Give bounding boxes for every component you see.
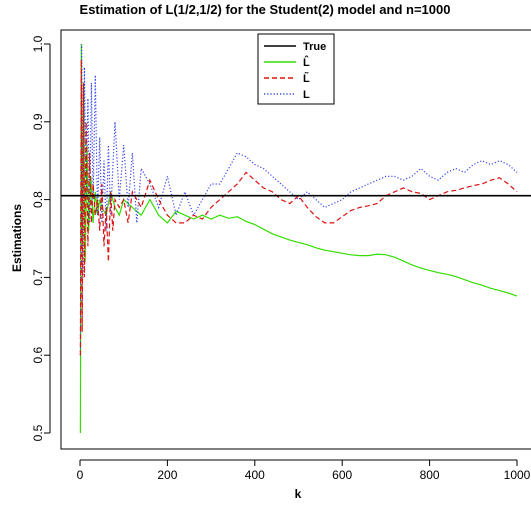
x-tick-label: 400 [245,468,265,482]
x-tick-label: 0 [77,468,84,482]
legend-label: True [303,41,326,53]
legend-label: L̃ [303,72,310,85]
y-tick-label: 0.6 [31,347,45,364]
y-tick-label: 0.7 [31,269,45,286]
x-tick-label: 800 [420,468,440,482]
chart-title: Estimation of L(1/2,1/2) for the Student… [80,2,451,17]
y-tick-label: 1.0 [31,35,45,52]
x-tick-label: 200 [157,468,177,482]
x-tick-label: 1000 [504,468,531,482]
plot-frame [60,29,531,450]
axis-ticks: 0 200 400 600 800 1000 0.5 0.6 0.7 0.8 0.9 1.0 [31,35,531,482]
legend-label: L [303,89,310,101]
series-layer [61,43,531,434]
y-tick-label: 0.9 [31,113,45,130]
legend-label: L̂ [303,56,310,69]
x-axis-label: k [295,487,302,501]
plot-border [60,29,531,450]
x-tick-label: 600 [332,468,352,482]
legend: True L̂ L̃ L [257,33,335,105]
y-axis-label: Estimations [10,204,24,272]
y-tick-label: 0.8 [31,191,45,208]
y-tick-label: 0.5 [31,424,45,441]
